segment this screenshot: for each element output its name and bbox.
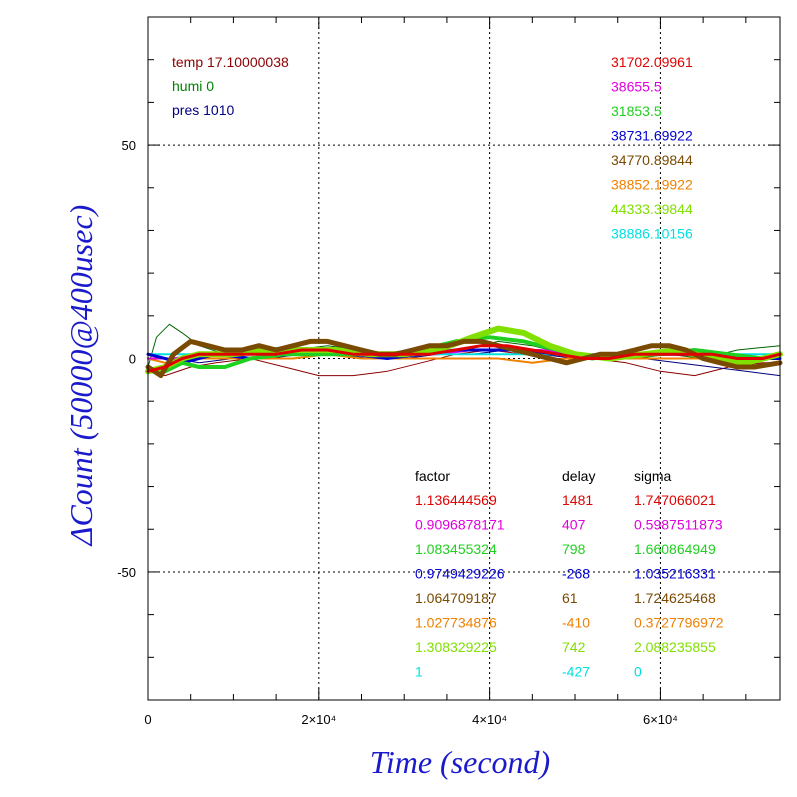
table-factor: 1: [415, 664, 423, 680]
env-label: temp 17.10000038: [172, 54, 289, 70]
y-axis-label: ΔCount (50000@400usec): [63, 205, 99, 548]
table-factor: 1.136444569: [415, 492, 497, 508]
x-tick-label: 4×10⁴: [472, 712, 507, 727]
table-sigma: 1.724625468: [634, 590, 716, 606]
env-label: humi 0: [172, 78, 214, 94]
table-sigma: 1.747066021: [634, 492, 716, 508]
table-factor: 1.027734876: [415, 615, 497, 631]
table-delay: -410: [562, 615, 590, 631]
table-header-delay: delay: [562, 468, 595, 484]
env-label: pres 1010: [172, 102, 234, 118]
series-stat-value: 38655.5: [611, 79, 662, 95]
series-stat-value: 44333.39844: [611, 201, 693, 217]
table-header-sigma: sigma: [634, 468, 672, 484]
x-axis-label: Time (second): [370, 744, 550, 780]
table-delay: 1481: [562, 492, 593, 508]
table-factor: 1.083455324: [415, 541, 497, 557]
series-stat-value: 38886.10156: [611, 226, 693, 242]
series-stat-value: 38852.19922: [611, 177, 693, 193]
table-sigma: 0: [634, 664, 642, 680]
table-sigma: 0.3727796972: [634, 615, 724, 631]
table-delay: 407: [562, 517, 586, 533]
series-stat-value: 38731.69922: [611, 128, 693, 144]
series-line-9: [145, 338, 783, 379]
tick-labels: 0 2×10⁴ 4×10⁴ 6×10⁴ 50 0 -50: [117, 138, 678, 727]
x-tick-label: 6×10⁴: [643, 712, 678, 727]
y-tick-label: -50: [117, 565, 136, 580]
series-line-10: [146, 344, 782, 373]
y-tick-label: 0: [129, 352, 136, 367]
series-line-3: [147, 353, 781, 364]
table-delay: 61: [562, 590, 578, 606]
table-sigma: 2.088235855: [634, 639, 716, 655]
table-sigma: 0.5987511873: [634, 517, 723, 533]
y-tick-label: 50: [122, 138, 136, 153]
series-stat-value: 34770.89844: [611, 152, 693, 168]
x-tick-label: 2×10⁴: [301, 712, 336, 727]
table-factor: 1.064709187: [415, 590, 497, 606]
series-stat-value: 31853.5: [611, 103, 662, 119]
table-sigma: 1.035216331: [634, 566, 716, 582]
annotations: temp 17.10000038 humi 0 pres 1010 31702.099…: [172, 54, 724, 680]
series-layer: [145, 323, 783, 379]
table-delay: -268: [562, 566, 590, 582]
table-factor: 0.9749429226: [415, 566, 505, 582]
table-sigma: 1.660864949: [634, 541, 716, 557]
table-delay: 742: [562, 639, 586, 655]
table-delay: 798: [562, 541, 586, 557]
table-header-factor: factor: [415, 468, 450, 484]
table-delay: -427: [562, 664, 590, 680]
table-factor: 1.308329225: [415, 639, 497, 655]
x-tick-label: 0: [144, 712, 151, 727]
plot-frame: [147, 16, 781, 701]
series-stat-value: 31702.09961: [611, 54, 693, 70]
table-factor: 0.9096878171: [415, 517, 505, 533]
